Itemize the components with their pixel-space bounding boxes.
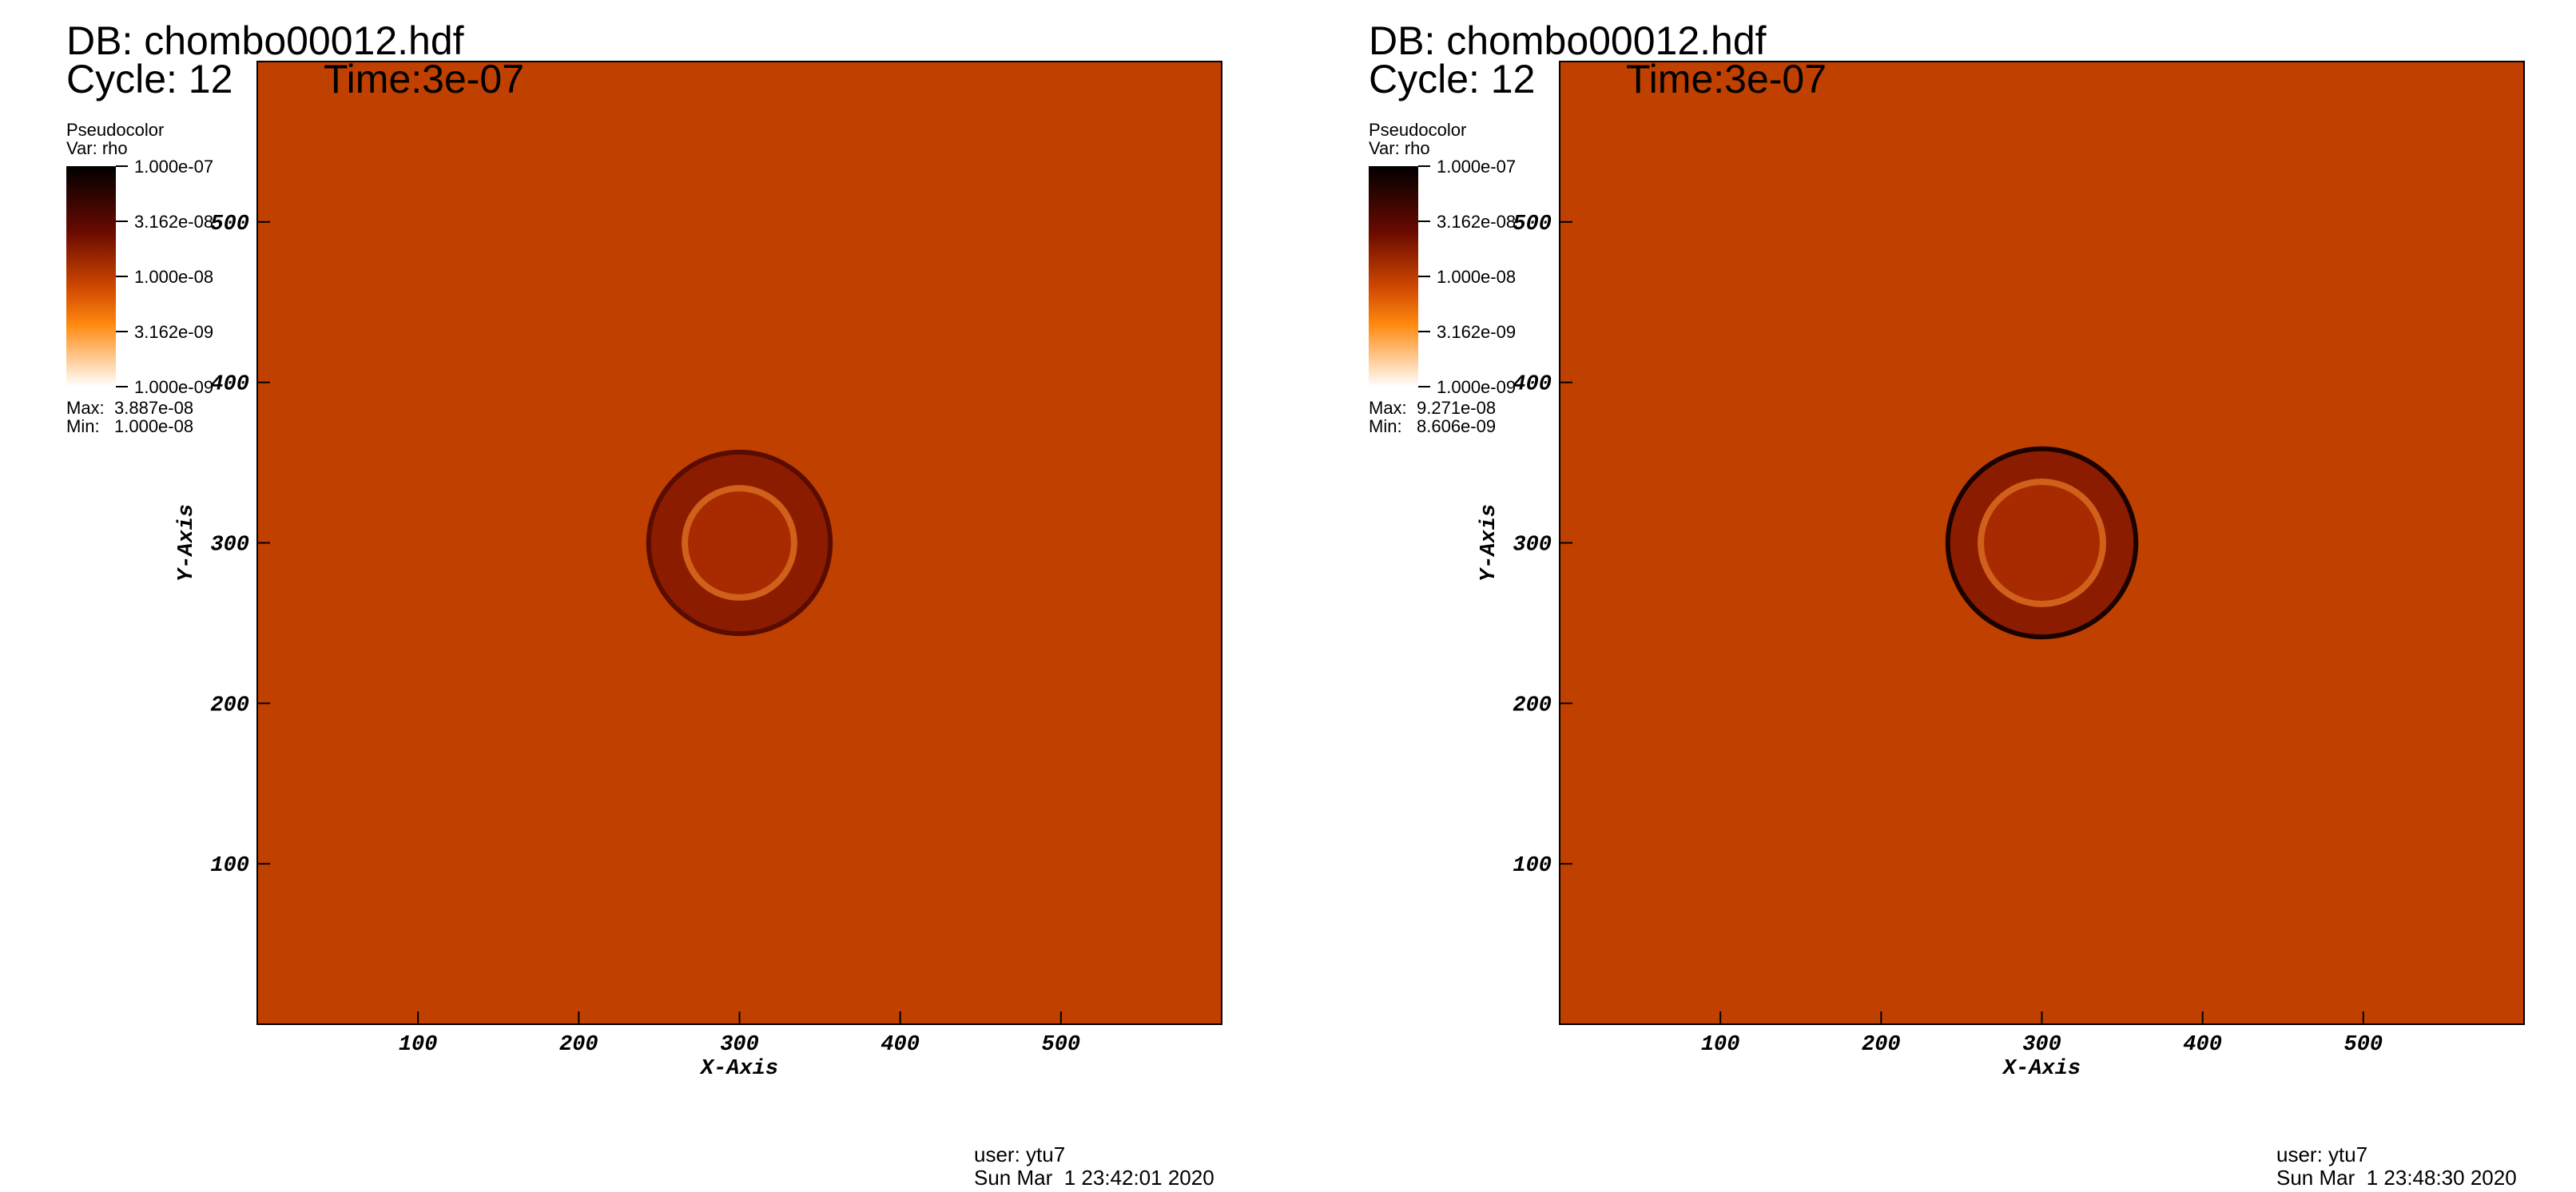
- x-axis-label: X-Axis: [699, 1057, 778, 1081]
- date: Sun Mar 1 23:48:30 2020: [2276, 1166, 2517, 1190]
- colorbar-tick-label: 1.000e-09: [1437, 377, 1516, 397]
- y-tick-label: 100: [210, 854, 249, 878]
- x-tick-label: 300: [720, 1033, 759, 1057]
- y-tick-label: 400: [1513, 373, 1552, 397]
- x-tick-label: 500: [1042, 1033, 1081, 1057]
- bubble-core: [1984, 485, 2100, 601]
- x-tick-label: 500: [2344, 1033, 2383, 1057]
- legend-title: Pseudocolor: [1369, 120, 1466, 140]
- y-tick-label: 200: [210, 693, 249, 717]
- colorbar: [1369, 166, 1418, 387]
- stat-name: Max:: [66, 398, 105, 418]
- colorbar-tick-label: 3.162e-09: [134, 322, 213, 342]
- db-title: DB: chombo00012.hdf: [66, 18, 464, 63]
- legend-variable: Var: rho: [1369, 138, 1430, 158]
- cycle: Cycle: 12: [1369, 57, 1535, 101]
- stat-value: 1.000e-08: [114, 416, 193, 436]
- time: Time:3e-07: [1626, 57, 1827, 101]
- stat-value: 9.271e-08: [1417, 398, 1496, 418]
- y-tick-label: 300: [1513, 534, 1552, 558]
- x-axis-label: X-Axis: [2002, 1057, 2081, 1081]
- colorbar-tick-label: 3.162e-08: [134, 212, 213, 232]
- colorbar-tick-label: 1.000e-07: [1437, 157, 1516, 177]
- legend-variable: Var: rho: [66, 138, 128, 158]
- y-tick-label: 100: [1513, 854, 1552, 878]
- stat-name: Min:: [66, 416, 100, 436]
- legend-title: Pseudocolor: [66, 120, 164, 140]
- y-tick-label: 500: [1513, 213, 1552, 236]
- db-title: DB: chombo00012.hdf: [1369, 18, 1767, 63]
- date: Sun Mar 1 23:42:01 2020: [974, 1166, 1214, 1190]
- x-tick-label: 100: [399, 1033, 438, 1057]
- x-tick-label: 400: [2183, 1033, 2222, 1057]
- panel: 100 200 300 400 500 100 200 300 400 500 X-Axis Y-Ax…: [1369, 18, 2525, 1190]
- x-tick-label: 200: [1862, 1033, 1901, 1057]
- y-axis-label: Y-Axis: [175, 504, 199, 582]
- y-tick-label: 200: [1513, 693, 1552, 717]
- x-tick-label: 200: [559, 1033, 598, 1057]
- stat-value: 3.887e-08: [114, 398, 193, 418]
- bubble-core: [688, 491, 791, 594]
- y-tick-label: 400: [210, 373, 249, 397]
- colorbar-tick-label: 1.000e-08: [1437, 267, 1516, 287]
- colorbar-tick-label: 3.162e-09: [1437, 322, 1516, 342]
- user: user: ytu7: [2276, 1142, 2367, 1166]
- cycle: Cycle: 12: [66, 57, 233, 101]
- x-tick-label: 400: [881, 1033, 920, 1057]
- stat-name: Max:: [1369, 398, 1407, 418]
- colorbar-tick-label: 1.000e-08: [134, 267, 213, 287]
- x-tick-label: 300: [2022, 1033, 2061, 1057]
- colorbar-tick-label: 1.000e-09: [134, 377, 213, 397]
- y-tick-label: 300: [210, 534, 249, 558]
- user: user: ytu7: [974, 1142, 1065, 1166]
- time: Time:3e-07: [324, 57, 524, 101]
- x-tick-label: 100: [1701, 1033, 1740, 1057]
- colorbar: [66, 166, 116, 387]
- colorbar-tick-label: 1.000e-07: [134, 157, 213, 177]
- panel: 100 200 300 400 500 100 200 300 400 500 X-Axis Y-Ax…: [66, 18, 1222, 1190]
- y-axis-label: Y-Axis: [1477, 504, 1501, 582]
- colorbar-tick-label: 3.162e-08: [1437, 212, 1516, 232]
- stat-value: 8.606e-09: [1417, 416, 1496, 436]
- stat-name: Min:: [1369, 416, 1402, 436]
- y-tick-label: 500: [210, 213, 249, 236]
